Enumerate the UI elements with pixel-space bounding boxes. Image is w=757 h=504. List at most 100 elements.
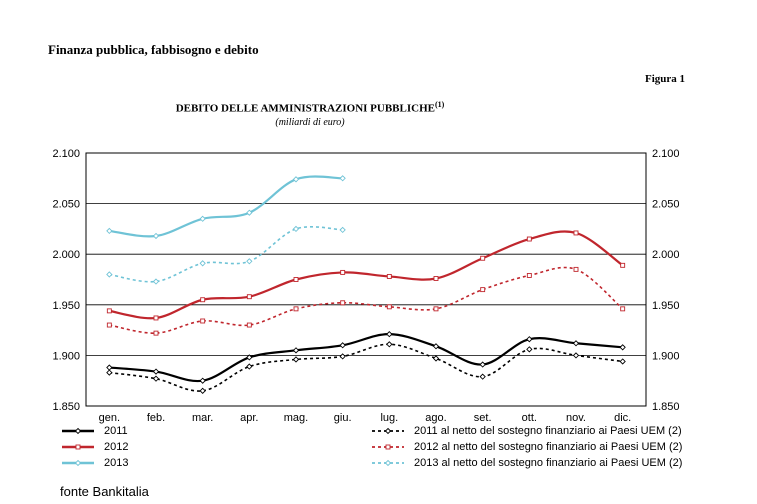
series-point-0 [292, 347, 300, 354]
series-point-0 [432, 343, 440, 350]
y-tick-label-right: 1.850 [652, 401, 680, 413]
plot-frame [85, 152, 647, 407]
y-tick-label-right: 2.100 [652, 148, 680, 160]
series-point-3 [106, 369, 113, 376]
chart-title-text: DEBITO DELLE AMMINISTRAZIONI PUBBLICHE [175, 102, 435, 115]
y-tick-label-left: 1.900 [52, 350, 80, 362]
series-point-0 [572, 340, 580, 347]
series-point-1 [620, 262, 626, 268]
chart-title: DEBITO DELLE AMMINISTRAZIONI PUBBLICHE(1… [0, 100, 620, 115]
series-point-2 [152, 232, 160, 240]
series-point-1 [106, 308, 112, 314]
series-line-3 [109, 343, 623, 392]
series-point-4 [480, 287, 486, 293]
series-point-3 [152, 375, 160, 382]
section-title: Finanza pubblica, fabbisogno e debito [48, 42, 259, 57]
legend-item: 2013 al netto del sostegno finanziario a… [370, 457, 682, 469]
series-point-1 [340, 269, 346, 275]
series-point-3 [619, 358, 626, 365]
series-point-0 [479, 361, 486, 368]
y-tick-label-right: 2.000 [652, 249, 680, 261]
series-point-0 [339, 342, 346, 349]
x-tick-label: giu. [334, 412, 352, 424]
legend-swatch [370, 427, 406, 435]
series-point-3 [199, 387, 206, 394]
series-point-3 [526, 346, 533, 353]
series-point-2 [339, 175, 346, 182]
chart-subtitle: (miliardi di euro) [275, 117, 345, 128]
series-point-3 [432, 355, 440, 362]
legend-swatch [370, 459, 406, 467]
legend-label: 2011 al netto del sostegno finanziario a… [414, 425, 682, 437]
y-tick-label-right: 2.050 [652, 199, 680, 211]
series-point-5 [199, 260, 206, 267]
series-point-4 [200, 318, 206, 324]
y-tick-label-left: 2.050 [52, 199, 80, 211]
series-point-4 [106, 322, 112, 328]
series-line-4 [109, 266, 624, 334]
legend-item: 2012 al netto del sostegno finanziario a… [370, 441, 682, 453]
series-point-0 [152, 368, 160, 375]
series-point-4 [340, 300, 346, 306]
series-point-3 [572, 352, 580, 359]
series-line-2 [109, 175, 343, 238]
x-tick-label: mag. [284, 412, 308, 424]
series-point-0 [386, 331, 393, 338]
series-point-4 [246, 322, 252, 328]
series-point-0 [526, 336, 533, 343]
series-line-1 [109, 230, 624, 320]
series-point-1 [200, 297, 206, 303]
figure-label: Figura 1 [644, 73, 685, 85]
series-point-0 [199, 377, 206, 384]
legend-label: 2012 [104, 441, 129, 453]
series-point-1 [480, 255, 486, 261]
legend-swatch [60, 427, 96, 435]
series-point-5 [246, 258, 253, 265]
series-point-5 [106, 271, 113, 278]
series-point-5 [152, 278, 160, 285]
series-point-3 [339, 353, 346, 360]
series-point-1 [246, 294, 252, 300]
x-tick-label: ott. [522, 412, 537, 424]
series-line-0 [109, 333, 623, 383]
legend-label: 2013 [104, 457, 129, 469]
series-point-3 [292, 356, 300, 363]
x-tick-label: nov. [566, 412, 586, 424]
series-point-1 [386, 274, 392, 279]
series-point-4 [293, 306, 299, 312]
series-point-0 [619, 344, 626, 351]
series-point-5 [292, 225, 300, 233]
x-tick-label: apr. [240, 412, 258, 424]
series-point-1 [433, 276, 439, 281]
x-tick-label: feb. [147, 412, 165, 424]
y-tick-label-right: 1.950 [652, 300, 680, 312]
legend-label: 2012 al netto del sostegno finanziario a… [414, 441, 683, 453]
debt-line-chart: 1.850 1.850 1.900 1.900 1.950 1.950 2.000 2.000… [52, 148, 680, 424]
x-tick-label: gen. [99, 412, 120, 424]
series-point-3 [246, 363, 253, 370]
series-point-2 [199, 215, 206, 222]
series-point-1 [153, 315, 159, 321]
series-point-2 [106, 227, 113, 235]
x-tick-label: lug. [380, 412, 398, 424]
y-tick-label-left: 2.000 [52, 249, 80, 261]
series-point-4 [573, 266, 579, 272]
legend-label: 2013 al netto del sostegno finanziario a… [414, 457, 683, 469]
y-tick-label-left: 1.950 [52, 300, 80, 312]
legend-swatch [370, 443, 406, 451]
series-point-2 [292, 176, 300, 183]
series-point-5 [339, 226, 346, 234]
series-point-4 [386, 304, 392, 310]
legend-swatch [60, 443, 96, 451]
legend-item: 2013 [60, 457, 128, 469]
series-point-2 [246, 209, 253, 216]
legend-item: 2012 [60, 441, 128, 453]
chart-title-note: (1) [434, 100, 445, 109]
legend-label: 2011 [104, 425, 128, 437]
series-point-3 [479, 373, 486, 380]
series-point-1 [293, 277, 299, 282]
series-point-4 [620, 306, 626, 312]
legend-item: 2011 al netto del sostegno finanziario a… [370, 425, 682, 437]
series-point-4 [526, 273, 532, 278]
series-point-4 [433, 306, 439, 312]
